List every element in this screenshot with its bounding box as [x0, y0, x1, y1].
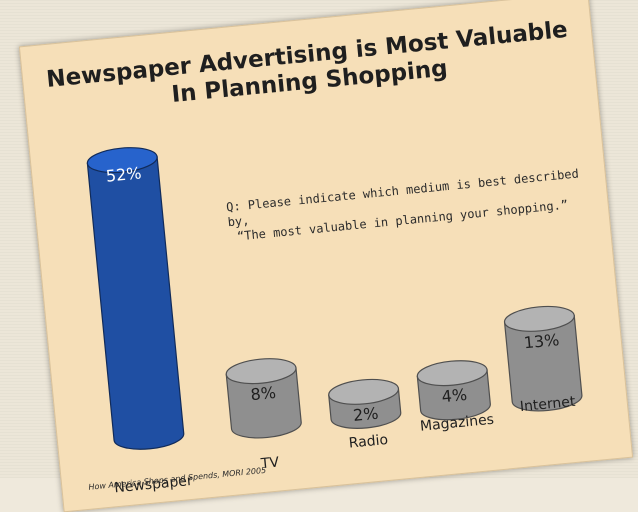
bar-top-cap: [503, 305, 575, 332]
bar-top-cap: [86, 147, 158, 174]
data-label: 4%: [441, 385, 468, 406]
bar-body: [503, 314, 583, 412]
bar-top-cap: [416, 360, 488, 387]
bar-internet: 13% Internet: [503, 305, 583, 415]
bar-chart: 52%Newspaper 8% TV 2% Radio 4% Magazines 13% Int…: [86, 147, 583, 496]
bar-tv: 8% TV: [225, 358, 302, 472]
category-label: Internet: [519, 394, 576, 415]
bar-top-cap: [225, 358, 297, 385]
bar-newspaper: 52%Newspaper: [86, 147, 194, 496]
data-label: 52%: [105, 163, 142, 185]
data-label: 2%: [352, 404, 379, 425]
category-label: TV: [259, 454, 280, 472]
bar-magazines: 4% Magazines: [416, 360, 495, 435]
chart-card: Newspaper Advertising is Most Valuable I…: [18, 0, 634, 512]
bar-body: [225, 367, 302, 439]
data-label: 13%: [523, 330, 560, 352]
bar-top-cap: [328, 378, 400, 405]
data-label: 8%: [250, 383, 277, 404]
bar-body: [86, 156, 185, 450]
category-label: Radio: [348, 432, 389, 452]
bar-radio: 2% Radio: [328, 378, 402, 452]
category-label: Magazines: [419, 412, 494, 435]
